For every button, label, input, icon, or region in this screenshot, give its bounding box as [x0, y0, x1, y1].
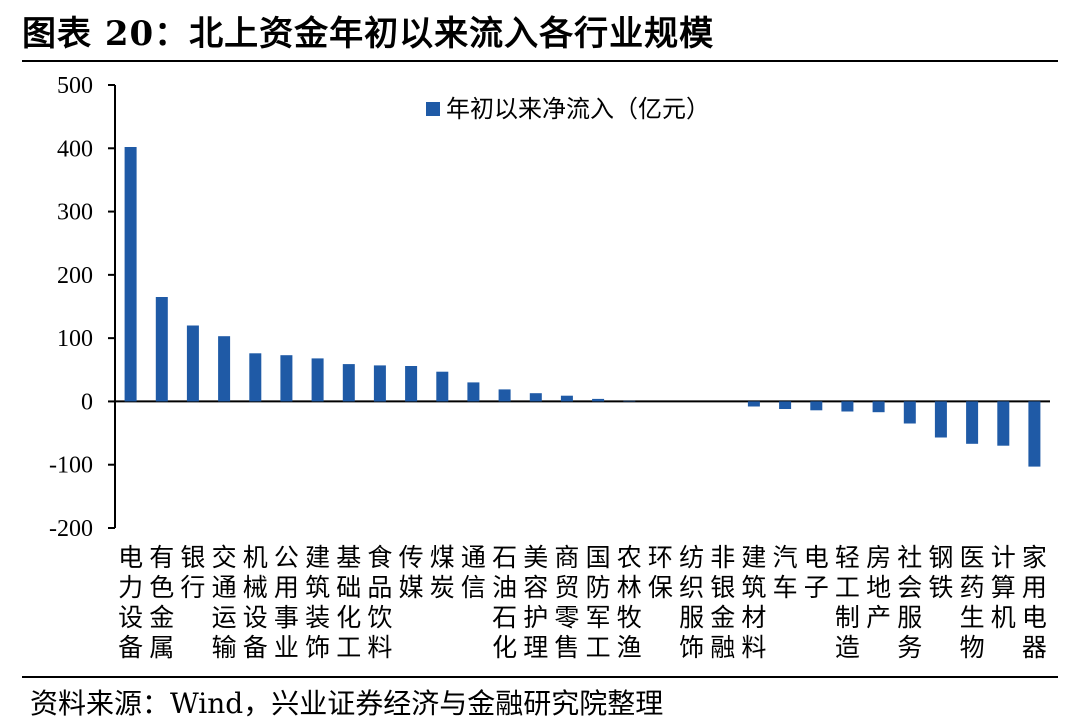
- y-tick-label: 0: [81, 389, 93, 415]
- x-category-label: 房地产: [866, 543, 891, 632]
- y-axis: 500 400 300 200 100 0 -100 -200: [49, 73, 1050, 542]
- bar-钢铁: [934, 401, 947, 438]
- x-category-label: 计算机: [991, 543, 1016, 632]
- x-category-label: 国防军工: [586, 543, 611, 662]
- x-category-label: 环保: [648, 543, 673, 602]
- bar-汽车: [779, 401, 792, 409]
- x-category-label: 建筑装饰: [305, 543, 330, 662]
- x-category-label: 商贸零售: [554, 543, 579, 662]
- x-category-label: 农林牧渔: [617, 543, 642, 662]
- bar-通信: [467, 382, 480, 402]
- x-category-label: 银行: [180, 543, 205, 602]
- bar-基础化工: [342, 364, 355, 402]
- bar-有色金属: [155, 297, 168, 402]
- x-category-label: 社会服务: [897, 543, 922, 662]
- x-category-label: 有色金属: [149, 543, 174, 662]
- bar-美容护理: [529, 393, 542, 402]
- bar-石油石化: [498, 389, 511, 402]
- x-category-label: 通信: [461, 543, 486, 602]
- title-divider: [22, 60, 1058, 62]
- bar-计算机: [997, 401, 1010, 446]
- x-category-label: 煤炭: [430, 543, 455, 602]
- x-category-label: 医药生物: [960, 543, 985, 662]
- bar-建筑装饰: [311, 358, 324, 402]
- x-category-label: 建筑材料: [741, 543, 766, 662]
- legend: 年初以来净流入（亿元）: [426, 95, 710, 123]
- x-category-label: 纺织服饰: [679, 543, 704, 662]
- bar-机械设备: [249, 353, 262, 402]
- x-category-label: 美容护理: [523, 543, 548, 662]
- bar-chart: 500 400 300 200 100 0 -100 -200 电力设备有色金属银行交通运输机…: [49, 73, 1050, 662]
- bar-医药生物: [966, 401, 979, 444]
- x-category-label: 电力设备: [118, 543, 143, 662]
- x-category-label: 轻工制造: [835, 543, 860, 662]
- bars: [124, 147, 1041, 467]
- legend-swatch: [426, 102, 440, 116]
- footer-divider: [22, 676, 1058, 678]
- x-category-label: 传媒: [399, 543, 424, 602]
- x-category-label: 电子: [804, 543, 829, 602]
- bar-电子: [810, 401, 823, 411]
- y-tick-label: 300: [57, 200, 93, 226]
- y-tick-label: 400: [57, 136, 93, 162]
- bar-公用事业: [280, 355, 293, 402]
- bar-银行: [186, 325, 199, 402]
- bar-传媒: [405, 366, 418, 402]
- x-category-label: 食品饮料: [367, 543, 392, 662]
- bar-家用电器: [1028, 401, 1041, 467]
- x-category-label: 机械设备: [243, 543, 268, 662]
- bar-轻工制造: [841, 401, 854, 412]
- x-category-label: 交通运输: [212, 543, 237, 662]
- x-category-label: 石油石化: [492, 543, 517, 662]
- source-note: 资料来源：Wind，兴业证券经济与金融研究院整理: [30, 687, 664, 720]
- y-tick-label: -100: [49, 453, 93, 479]
- y-tick-label: 500: [57, 73, 93, 99]
- bar-国防军工: [592, 398, 605, 402]
- bar-煤炭: [436, 371, 449, 402]
- bar-电力设备: [124, 147, 137, 402]
- y-tick-label: 100: [57, 326, 93, 352]
- x-category-label: 非银金融: [710, 543, 735, 662]
- bar-交通运输: [218, 336, 231, 402]
- x-category-label: 汽车: [773, 543, 798, 602]
- y-tick-label: 200: [57, 263, 93, 289]
- bar-房地产: [872, 401, 885, 413]
- bar-商贸零售: [560, 395, 573, 402]
- bar-社会服务: [903, 401, 916, 424]
- bar-食品饮料: [373, 365, 386, 402]
- x-category-label: 钢铁: [928, 543, 953, 602]
- y-tick-label: -200: [49, 516, 93, 542]
- x-category-label: 基础化工: [336, 543, 361, 662]
- figure-title: 图表 20：北上资金年初以来流入各行业规模: [22, 14, 715, 54]
- x-category-label: 公用事业: [274, 543, 299, 662]
- legend-label: 年初以来净流入（亿元）: [446, 95, 710, 123]
- bar-农林牧渔: [623, 400, 636, 402]
- bar-建筑材料: [747, 401, 760, 407]
- x-axis-labels: 电力设备有色金属银行交通运输机械设备公用事业建筑装饰基础化工食品饮料传媒煤炭通信…: [118, 543, 1047, 662]
- x-category-label: 家用电器: [1022, 543, 1047, 662]
